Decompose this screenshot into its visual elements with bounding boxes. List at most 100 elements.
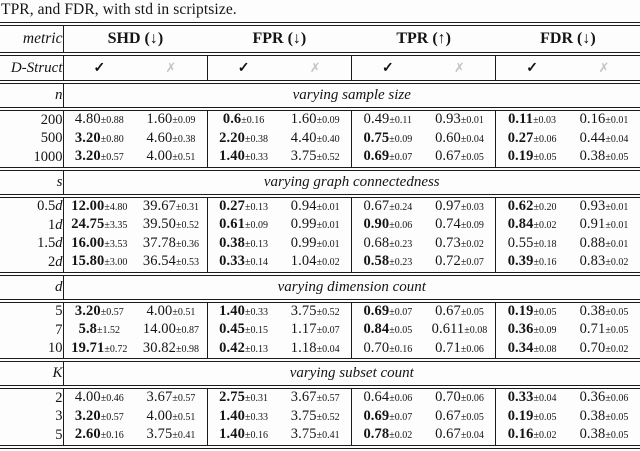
value: 0.44 (579, 129, 606, 146)
value-cell: 30.82±0.98 (135, 339, 208, 362)
value: 0.55 (507, 234, 534, 251)
value: 39.67 (142, 197, 176, 214)
value-cell: 0.67±0.05 (424, 408, 496, 427)
value: 0.74 (435, 216, 461, 232)
value-cell: 0.38±0.05 (567, 426, 640, 449)
std-value: ±0.57 (100, 411, 124, 423)
metric-name-2: TPR (↑) (351, 22, 496, 56)
value-cell: 0.71±0.06 (423, 339, 496, 362)
value: 2.75 (219, 389, 245, 405)
value-cell: 0.70±0.02 (567, 339, 640, 362)
std-value: ±0.01 (605, 220, 629, 231)
std-value: ±0.01 (460, 115, 484, 126)
std-value: ±0.02 (389, 430, 413, 441)
value-cell: 1.40±0.33 (206, 148, 280, 171)
value-cell: 0.611±0.08 (424, 321, 496, 340)
value: 0.19 (507, 148, 534, 164)
std-value: ±0.14 (244, 257, 268, 268)
value: 3.75 (290, 148, 317, 164)
value-cell: 4.00±0.51 (135, 408, 207, 427)
value: 30.82 (142, 339, 176, 356)
std-value: ±0.07 (389, 306, 413, 318)
section-title: varying dimension count (62, 273, 640, 303)
row-label: 7 (55, 321, 63, 338)
section-header-row-s: s varying graph connectedness (0, 168, 640, 198)
metric-name-0: SHD (↓) (62, 22, 208, 56)
value: 0.67 (435, 148, 461, 164)
value: 0.38 (219, 234, 245, 251)
std-value: ±0.05 (605, 430, 629, 441)
value-cell: 0.64±0.06 (351, 387, 424, 408)
value-cell: 1.40±0.16 (206, 426, 280, 449)
row-label: 1d (48, 216, 63, 233)
std-value: ±0.09 (389, 133, 413, 145)
value: 0.6 (222, 111, 242, 127)
value: 0.70 (435, 389, 461, 405)
std-value: ±0.04 (605, 133, 629, 145)
std-value: ±0.03 (533, 115, 557, 126)
value: 15.80 (71, 253, 105, 269)
std-value: ±0.05 (605, 411, 629, 423)
value: 1.60 (290, 111, 317, 127)
std-value: ±0.05 (533, 306, 557, 318)
value: 1.18 (290, 339, 317, 356)
std-value: ±0.57 (172, 393, 196, 404)
value: 4.00 (146, 407, 173, 424)
value: 0.70 (579, 339, 606, 356)
value-cell: 3.20±0.80 (62, 129, 136, 148)
value: 0.19 (507, 302, 534, 319)
cross-icon: ✗ (309, 60, 321, 75)
value-cell: 4.00±0.46 (62, 387, 136, 408)
row-label: 2d (0, 253, 63, 276)
value-cell: 1.60±0.09 (135, 109, 207, 130)
metric-name-3: FDR (↓) (495, 22, 640, 56)
value-cell: 0.70±0.16 (351, 339, 424, 362)
value: 14.00 (142, 321, 176, 337)
value-cell: 0.36±0.06 (568, 387, 640, 408)
value-cell: 3.75±0.52 (279, 148, 352, 171)
value: 0.99 (290, 234, 317, 251)
value: 0.33 (219, 253, 245, 269)
value: 0.67 (435, 302, 461, 319)
value: 3.75 (290, 426, 317, 442)
value: 12.00 (71, 197, 105, 214)
std-value: ±0.57 (316, 393, 340, 404)
std-value: ±0.08 (464, 325, 488, 336)
section-title-text: varying sample size (292, 87, 411, 103)
std-value: ±0.18 (533, 238, 557, 250)
std-value: ±3.53 (104, 238, 128, 250)
value-cell: 0.91±0.01 (568, 216, 640, 235)
dstruct-row: D-Struct ✓ ✗ ✓ ✗ ✓ ✗ ✓ ✗ (0, 54, 640, 84)
std-value: ±0.06 (605, 393, 629, 404)
value: 4.00 (146, 148, 173, 164)
std-value: ±0.02 (533, 220, 557, 231)
value-cell: 1.18±0.04 (279, 339, 352, 362)
std-value: ±0.87 (176, 325, 199, 336)
value: 0.88 (579, 234, 606, 251)
row-label: 0.5d (37, 198, 63, 214)
section-title-text: varying graph connectedness (263, 173, 440, 190)
value-cell: 3.20±0.57 (62, 148, 136, 171)
value: 1.40 (219, 426, 245, 442)
value-cell: 5.8±1.52 (62, 321, 136, 340)
results-table-body: metric SHD (↓) FPR (↓) TPR (↑) FDR (↓) D-Stru… (0, 22, 640, 449)
value-cell: 0.16±0.01 (568, 109, 640, 130)
value: 0.97 (435, 197, 461, 214)
std-value: ±0.01 (605, 201, 629, 213)
value-cell: 0.11±0.03 (495, 109, 568, 130)
value-cell: 0.75±0.09 (351, 129, 424, 148)
std-value: ±0.06 (533, 133, 557, 145)
std-value: ±0.24 (389, 201, 413, 213)
value: 1.04 (290, 253, 317, 269)
value: 37.78 (142, 234, 176, 251)
value: 0.69 (363, 302, 390, 319)
std-value: ±0.80 (100, 133, 124, 145)
std-value: ±0.09 (533, 325, 557, 336)
std-value: ±0.07 (389, 411, 413, 423)
value: 4.00 (146, 302, 173, 319)
std-value: ±0.06 (460, 343, 484, 355)
table-row: 2 4.00±0.46 3.67±0.57 2.75±0.31 3.67±0.57 0.6… (0, 387, 640, 408)
std-value: ±0.04 (460, 430, 484, 441)
std-value: ±0.33 (244, 152, 268, 163)
